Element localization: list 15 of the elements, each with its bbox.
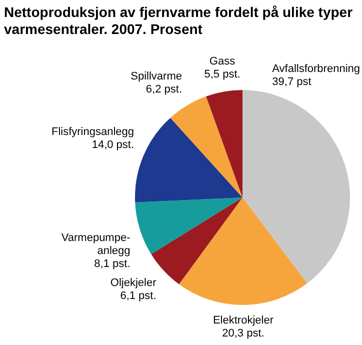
slice-label: Flisfyringsanlegg: [51, 126, 134, 138]
slice-label: Varmepumpe-anlegg: [61, 232, 131, 257]
slice-label: Avfallsforbrenning: [272, 62, 360, 75]
slice-label: Oljekjeler: [110, 276, 157, 289]
data-label: 6,1 pst.: [120, 290, 156, 302]
slice-label: Gass: [209, 55, 236, 68]
slice-label: Elektrokjeler: [212, 314, 274, 327]
chart-title: Nettoproduksjon av fjernvarme fordelt på ulike typer varmesentraler. 2007. Prosent: [3, 3, 354, 39]
slice-label: Spillvarme: [130, 70, 182, 82]
data-label: 5,5 pst.: [204, 68, 240, 80]
data-label: 14,0 pst.: [92, 138, 134, 151]
data-label: 6,2 pst.: [146, 83, 182, 96]
data-label: 39,7 pst: [272, 76, 312, 88]
data-label: 20,3 pst.: [222, 328, 264, 340]
data-label: 8,1 pst.: [94, 258, 130, 270]
